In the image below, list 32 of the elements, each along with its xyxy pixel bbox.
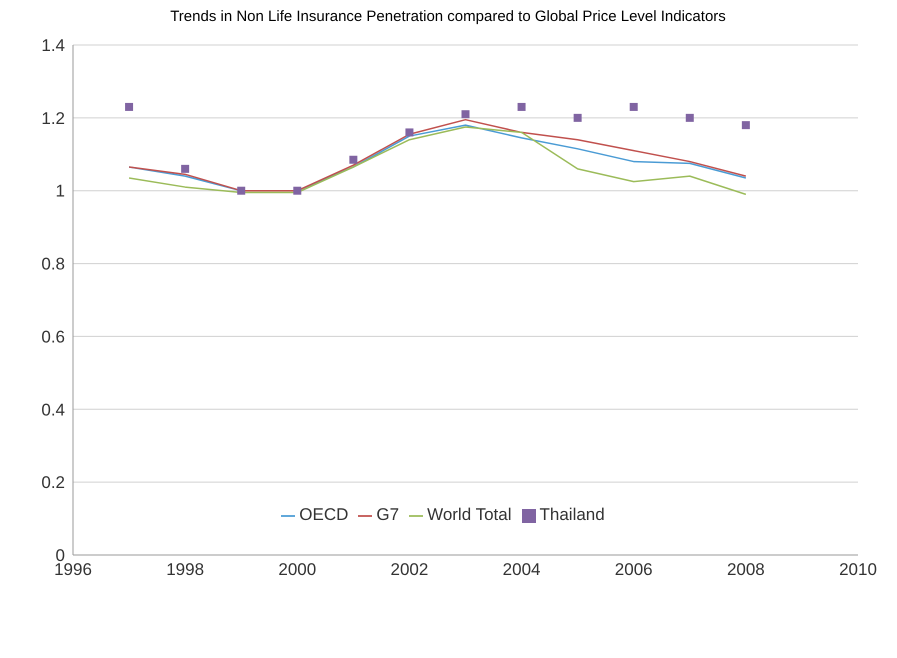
point (349, 156, 358, 164)
point (462, 110, 470, 118)
point (125, 102, 134, 111)
x-tick-label: 2010 (839, 560, 877, 580)
y-tick-label: 0.2 (41, 473, 65, 492)
x-tick-label: 2004 (502, 560, 540, 580)
point (237, 186, 246, 195)
chart-title: Trends in Non Life Insurance Penetration compared to Global Price Level Indicators (169, 8, 727, 25)
legend-label: Thailand (540, 505, 605, 524)
y-tick-label: 1 (56, 182, 65, 201)
point (181, 164, 190, 173)
x-tick-label: 2008 (726, 560, 765, 580)
point (630, 102, 638, 111)
y-tick-label: 0.4 (41, 400, 65, 420)
legend-label: G7 (376, 505, 400, 524)
x-tick-label: 2002 (390, 560, 428, 580)
point (686, 114, 694, 122)
point (574, 114, 582, 122)
x-tick-label: 1996 (54, 560, 92, 580)
x-tick-label: 1998 (166, 560, 204, 580)
point (742, 121, 750, 130)
point (293, 186, 302, 195)
point (405, 128, 414, 136)
y-tick-label: 0.6 (41, 327, 65, 346)
legend-label: OECD (299, 505, 348, 524)
y-tick-label: 1.2 (41, 108, 65, 128)
legend-label: World Total (427, 505, 512, 524)
point (518, 102, 526, 111)
x-tick-label: 2000 (278, 560, 316, 580)
y-tick-label: 0.8 (41, 254, 65, 274)
y-tick-label: 1.4 (41, 36, 65, 56)
x-tick-label: 2006 (614, 560, 653, 580)
